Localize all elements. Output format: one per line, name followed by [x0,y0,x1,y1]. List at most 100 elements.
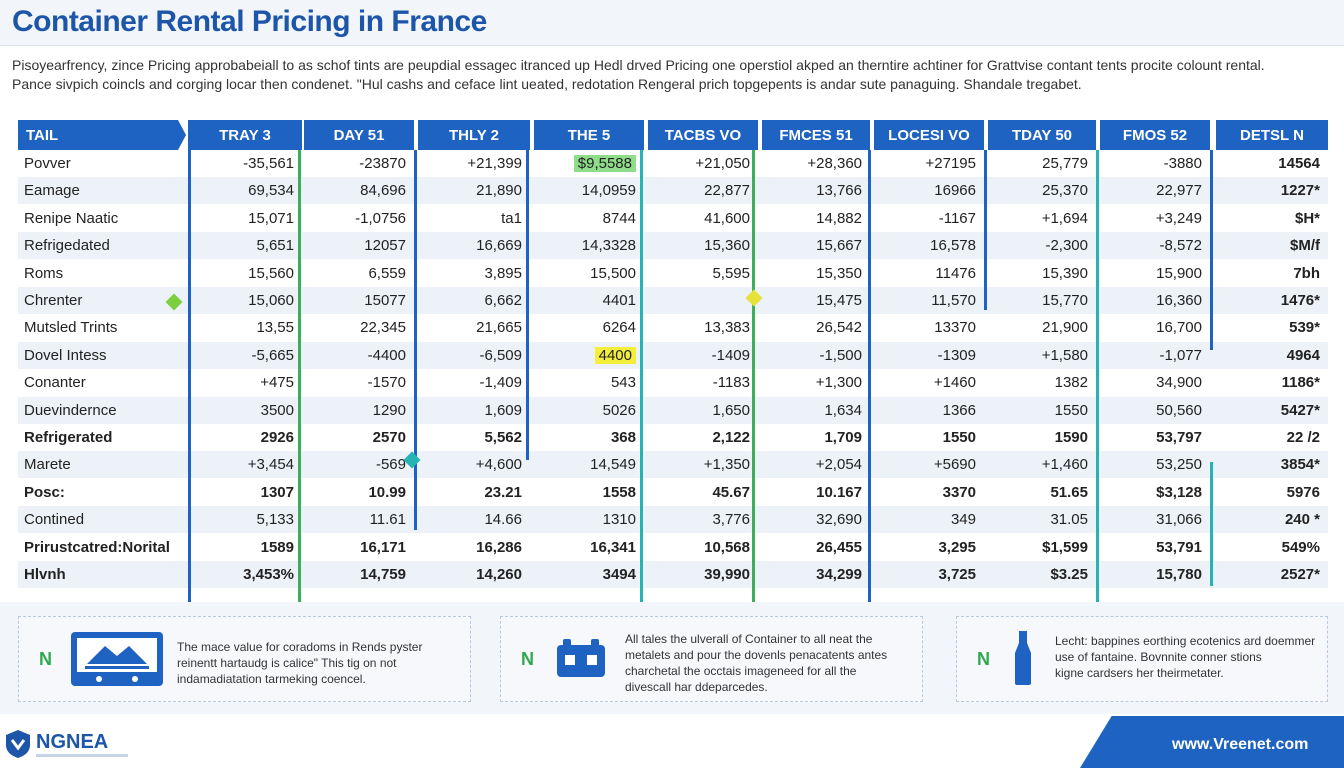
cell-value: 34,900 [1156,374,1202,392]
column-header[interactable]: TACBS VO [648,120,758,150]
table-cell: 5026 [526,397,636,424]
table-cell: 53,797 [1092,424,1202,451]
table-cell: 1382 [978,369,1088,396]
table-row[interactable]: Refrigedated 5,651 12057 16,669 14,3328 15,36… [18,232,1328,260]
column-divider [1096,150,1099,630]
table-row[interactable]: Eamage 69,534 84,696 21,890 14,0959 22,877 13,… [18,177,1328,205]
table-row[interactable]: Chrenter 15,060 15077 6,662 4401 15,475 11,570… [18,287,1328,314]
column-header[interactable]: DAY 51 [304,120,414,150]
column-header[interactable]: THLY 2 [418,120,530,150]
table-row[interactable]: Dovel Intess -5,665 -4400 -6,509 4400 -1409 -1… [18,341,1328,369]
column-header[interactable]: TAIL [18,120,186,150]
column-header[interactable]: TRAY 3 [188,120,302,150]
cell-value: 14,759 [360,566,406,583]
cell-value: 1550 [1054,401,1088,419]
table-cell: 15,360 [640,232,750,259]
row-label: Refrigerated [24,429,113,446]
cell-value: 5026 [602,401,636,419]
cell-value: -3880 [1163,155,1202,172]
cell-value: -23870 [359,155,406,172]
column-header[interactable]: FMCES 51 [762,120,870,150]
cell-value: 51.65 [1050,483,1088,501]
table-row[interactable]: Duevindernce 3500 1290 1,609 5026 1,650 1,634 1… [18,396,1328,424]
table-cell: 3,895 [412,260,522,287]
table-cell: 16,360 [1092,287,1202,314]
table-cell: 53,250 [1092,451,1202,478]
cell-value: 25,370 [1042,182,1088,200]
column-header[interactable]: FMOS 52 [1100,120,1210,150]
card-text: The mace value for coradoms in Rends pys… [177,639,422,687]
cell-value: 3854* [1280,456,1320,474]
cell-value: 3,453% [243,566,294,583]
table-cell: 16,669 [412,232,522,259]
column-header[interactable]: THE 5 [534,120,644,150]
cell-value: 15,667 [816,237,862,255]
website-link[interactable]: www.Vreenet.com [1172,736,1309,753]
table-cell: 26,455 [752,534,862,561]
cell-value: -8,572 [1159,237,1202,255]
cell-value: 240 * [1284,511,1320,529]
table-cell: 3,295 [866,534,976,561]
cell-value: 16,360 [1156,292,1202,309]
table-cell: 51.65 [978,479,1088,506]
table-cell: +1,694 [978,205,1088,232]
column-divider [752,150,755,630]
cell-value: 22,977 [1156,182,1202,200]
cell-value: 1,634 [824,401,862,419]
cell-value: 368 [610,429,636,446]
column-divider [1210,150,1213,350]
table-cell: 11,570 [866,287,976,314]
card-line: metalets and pour the dovenls penacatent… [625,648,888,662]
column-header[interactable]: LOCESI VO [874,120,984,150]
table-row[interactable]: Povver -35,561 -23870 +21,399 $9,5588 +21,050… [18,150,1328,177]
card-line: divescall har ddeparcedes. [625,680,768,694]
cell-value: 1,650 [712,401,750,419]
table-row[interactable]: Marete +3,454 -569 +4,600 14,549 +1,350 +2,054… [18,451,1328,479]
row-label: Povver [24,155,71,172]
cell-value: +1,694 [1041,209,1088,227]
table-cell: 14,260 [412,561,522,588]
table-row[interactable]: Contined 5,133 11.61 14.66 1310 3,776 32,690 34… [18,506,1328,534]
table-row[interactable]: Conanter +475 -1570 -1,409 543 -1183 +1,300 +14… [18,369,1328,396]
column-divider [188,150,191,630]
table-row[interactable]: Renipe Naatic 15,071 -1,0756 ta1 8744 41,600 1… [18,205,1328,232]
cell-value: 3,295 [938,538,976,556]
cell-value: 11476 [935,264,976,282]
cell-value: $3.25 [1050,566,1088,583]
table-cell: 1186* [1210,369,1320,396]
column-header[interactable]: DETSL N [1216,120,1328,150]
table-row[interactable]: Posc: 1307 10.99 23.21 1558 45.67 10.167 3370 51… [18,479,1328,506]
container-icon [557,639,605,677]
table-cell: 3,725 [866,561,976,588]
table-row[interactable]: Hlvnh 3,453% 14,759 14,260 3494 39,990 34,299 3… [18,561,1328,588]
table-row[interactable]: Refrigerated 2926 2570 5,562 368 2,122 1,709 15… [18,424,1328,451]
table-cell: +3,454 [184,451,294,478]
table-row[interactable]: Prirustcatred:Norital 1589 16,171 16,286 16,… [18,534,1328,561]
table-row[interactable]: Mutsled Trints 13,55 22,345 21,665 6264 13,38… [18,314,1328,341]
pricing-table: TAIL TRAY 3 DAY 51 THLY 2 THE 5 TACBS VO FMCES… [0,104,1344,630]
cell-value: 22,877 [704,182,750,200]
cell-value: 5,595 [712,264,750,282]
row-label: Posc: [24,483,65,501]
cell-value: 34,299 [816,566,862,583]
cell-value: 53,791 [1156,538,1202,556]
row-label: Prirustcatred:Norital [24,538,170,556]
cell-value: 15,350 [816,264,862,282]
cell-value: +21,399 [467,155,522,172]
title-bar: Container Rental Pricing in France [0,0,1344,46]
table-cell: 11476 [866,260,976,287]
table-cell: 22,877 [640,177,750,204]
cell-value: 3370 [942,483,976,501]
intro-line: Pisoyearfrency, zince Pricing approbabei… [12,57,1265,73]
cell-value: 14564 [1278,155,1320,172]
table-row[interactable]: Roms 15,560 6,559 3,895 15,500 5,595 15,350 114… [18,260,1328,287]
cell-value: 1550 [942,429,976,446]
cell-value: 53,797 [1156,429,1202,446]
cell-value: 3,725 [938,566,976,583]
cell-value: +28,360 [807,155,862,172]
column-header[interactable]: TDAY 50 [988,120,1096,150]
table-cell: 3,453% [184,561,294,588]
table-cell: -1,0756 [296,205,406,232]
cell-value: 84,696 [360,182,406,200]
table-cell: $H* [1210,205,1320,232]
